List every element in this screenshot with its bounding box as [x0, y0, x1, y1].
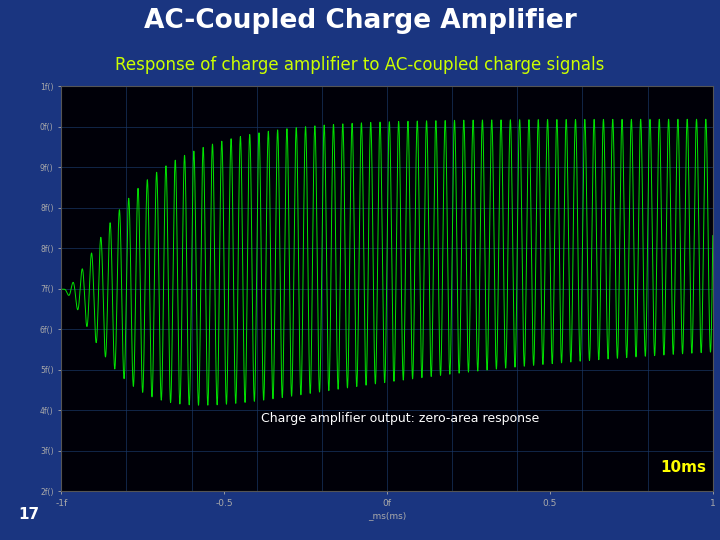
Text: 17: 17 — [18, 507, 39, 522]
Text: Charge amplifier output: zero-area response: Charge amplifier output: zero-area respo… — [261, 412, 539, 425]
X-axis label: _ms(ms): _ms(ms) — [368, 511, 406, 520]
Text: Response of charge amplifier to AC-coupled charge signals: Response of charge amplifier to AC-coupl… — [115, 56, 605, 75]
Text: AC-Coupled Charge Amplifier: AC-Coupled Charge Amplifier — [143, 8, 577, 34]
Text: 10ms: 10ms — [660, 460, 706, 475]
